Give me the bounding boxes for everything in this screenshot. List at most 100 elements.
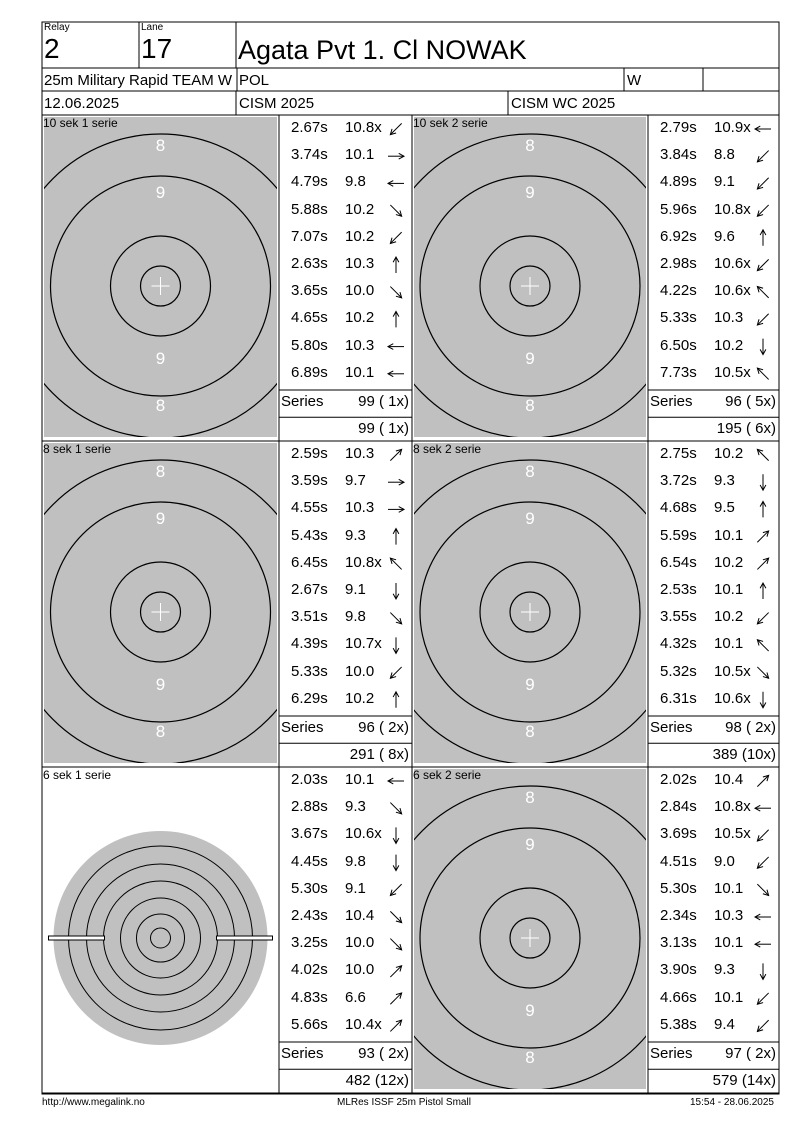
- shot-time: 5.30s: [291, 879, 328, 897]
- shot-time: 2.03s: [291, 771, 328, 788]
- shot-value: 10.4: [714, 771, 744, 788]
- shot-value: 9.8: [345, 173, 366, 191]
- series-label: Series: [281, 1045, 324, 1062]
- shot-time: 4.68s: [660, 499, 697, 517]
- ring-number: 8: [525, 722, 534, 741]
- shot-direction-arrows: [386, 122, 406, 378]
- shot-time: 4.39s: [291, 635, 328, 653]
- shot-time: 3.59s: [291, 472, 328, 490]
- ring-number: 8: [525, 1048, 534, 1067]
- shot-time: 2.67s: [291, 119, 328, 136]
- shot-value: 9.1: [345, 879, 366, 897]
- shot-value: 10.8x: [714, 798, 751, 816]
- series-score: 99 ( 1x): [358, 393, 409, 410]
- series-block: 8 9 9 8 8 9 9 8: [42, 115, 779, 442]
- target-rings: 8 9 9 8: [414, 785, 646, 1089]
- shot-time: 3.84s: [660, 146, 697, 164]
- series-label: Series: [650, 1045, 693, 1062]
- shot-value: 10.1: [714, 934, 744, 952]
- shot-value: 10.2: [714, 445, 744, 462]
- shot-time: 2.75s: [660, 445, 697, 462]
- shot-value: 10.2: [714, 336, 744, 354]
- shot-time: 3.55s: [660, 608, 697, 626]
- shot-time: 2.84s: [660, 798, 697, 816]
- shot-value: 10.1: [345, 771, 375, 788]
- shot-time: 3.25s: [291, 934, 328, 952]
- target-rings: 8 9 9 8: [414, 459, 646, 763]
- shot-value: 9.3: [714, 961, 735, 979]
- ring-number: 8: [525, 396, 534, 415]
- shot-time: 4.32s: [660, 635, 697, 653]
- shot-time: 3.67s: [291, 825, 328, 843]
- series-score: 97 ( 2x): [725, 1045, 776, 1062]
- shot-value: 9.3: [345, 798, 366, 816]
- shot-time: 2.98s: [660, 255, 697, 272]
- total-score: 579 (14x): [712, 1072, 776, 1090]
- series-score: 96 ( 5x): [725, 393, 776, 410]
- shot-value: 10.1: [714, 526, 744, 544]
- shot-value: 10.2: [345, 309, 375, 327]
- shot-time: 6.50s: [660, 336, 697, 354]
- shot-value: 10.3: [714, 907, 744, 924]
- shot-value: 9.7: [345, 472, 366, 490]
- series-label: Series: [281, 719, 324, 736]
- shot-value: 10.2: [345, 689, 375, 707]
- shot-direction-arrows: [386, 777, 404, 1032]
- lane-number: 17: [141, 33, 173, 64]
- ring-number: 8: [156, 136, 165, 155]
- ring-number: 9: [525, 675, 534, 694]
- shot-value: 10.3: [345, 499, 375, 517]
- shot-value: 9.0: [714, 852, 735, 870]
- header-grid: [41, 21, 780, 1095]
- shot-value: 10.6x: [714, 689, 751, 707]
- relay-label: Relay: [44, 22, 70, 33]
- ring-number: 9: [525, 183, 534, 202]
- shot-time: 5.30s: [660, 879, 697, 897]
- shot-time: 2.59s: [291, 445, 328, 462]
- shot-time: 6.89s: [291, 363, 328, 381]
- shot-value: 10.8x: [714, 200, 751, 218]
- series-label: Series: [650, 393, 693, 410]
- total-score: 99 ( 1x): [358, 420, 409, 438]
- gender: W: [627, 72, 642, 89]
- shot-time: 5.88s: [291, 200, 328, 218]
- shot-time: 6.29s: [291, 689, 328, 707]
- shot-value: 10.4: [345, 907, 375, 924]
- total-score: 291 ( 8x): [349, 746, 409, 764]
- ring-number: 9: [525, 349, 534, 368]
- shot-value: 10.3: [714, 309, 744, 327]
- shot-time: 4.22s: [660, 282, 697, 300]
- shot-value: 10.3: [345, 336, 375, 354]
- target-rings: 8 9 9 8: [44, 133, 277, 437]
- shot-value: 8.8: [714, 146, 735, 164]
- shot-time: 2.43s: [291, 907, 328, 924]
- shot-time: 2.88s: [291, 798, 328, 816]
- shot-time: 4.51s: [660, 852, 697, 870]
- championship: CISM WC 2025: [511, 95, 616, 112]
- shot-value: 10.1: [345, 146, 375, 164]
- date: 12.06.2025: [44, 95, 120, 112]
- shot-direction-arrows: [388, 448, 406, 708]
- series-label: Series: [281, 393, 324, 410]
- shot-value: 10.6x: [714, 255, 751, 272]
- shot-time: 3.72s: [660, 472, 697, 490]
- ring-number: 9: [525, 509, 534, 528]
- shot-time: 2.02s: [660, 771, 697, 788]
- shot-value: 10.5x: [714, 825, 751, 843]
- shot-time: 4.65s: [291, 309, 328, 327]
- ring-number: 9: [156, 509, 165, 528]
- shot-value: 10.4x: [345, 1015, 382, 1033]
- shot-value: 10.0: [345, 662, 375, 680]
- target-rings: 8 9 9 8: [414, 133, 646, 437]
- shot-time: 2.79s: [660, 119, 697, 136]
- series-score: 98 ( 2x): [725, 719, 776, 736]
- shot-value: 10.0: [345, 282, 375, 300]
- shot-time: 3.51s: [291, 608, 328, 626]
- series-block: 8 9 9 8: [42, 767, 779, 1094]
- shot-value: 10.0: [345, 934, 375, 952]
- shot-value: 9.4: [714, 1015, 735, 1033]
- shot-value: 10.6x: [345, 825, 382, 843]
- footer-url: http://www.megalink.no: [42, 1097, 145, 1108]
- shot-time: 5.59s: [660, 526, 697, 544]
- shot-time: 3.74s: [291, 146, 328, 164]
